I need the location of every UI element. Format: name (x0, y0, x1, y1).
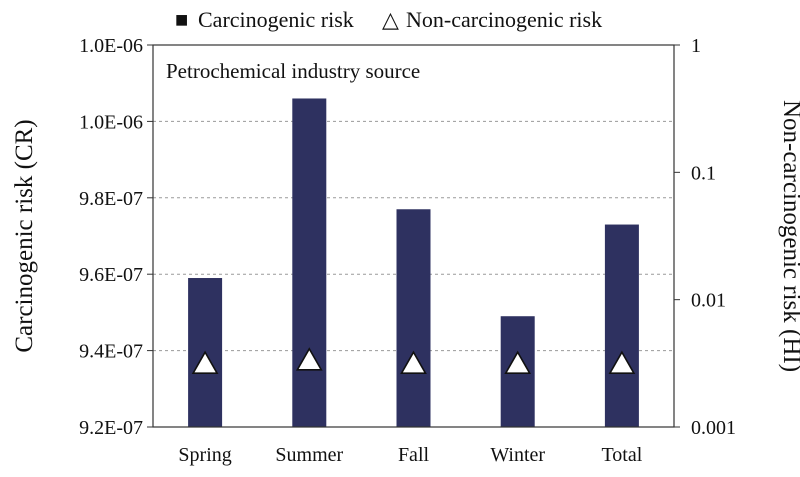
triangle-winter (504, 350, 532, 374)
legend: ■ Carcinogenic risk △ Non-carcinogenic r… (175, 7, 602, 32)
x-tick-label: Fall (398, 444, 430, 466)
left-axis-ticks: 9.2E-07 9.4E-07 9.6E-07 9.8E-07 1.0E-06 1.0E-… (79, 35, 153, 439)
left-tick-label: 9.2E-07 (79, 417, 143, 439)
left-tick-label: 1.0E-06 (79, 111, 143, 133)
x-tick-label: Summer (275, 444, 343, 466)
right-tick-label: 0.01 (691, 290, 726, 312)
right-tick-label: 0.001 (691, 417, 736, 439)
right-axis-ticks: 0.001 0.01 0.1 1 (674, 35, 736, 439)
plot-frame (152, 44, 675, 428)
x-tick-label: Winter (490, 444, 545, 466)
triangle-spring (191, 350, 219, 374)
bars (188, 98, 639, 427)
right-tick-label: 1 (691, 35, 701, 57)
bar-fall (396, 209, 431, 427)
left-tick-label: 9.8E-07 (79, 188, 143, 210)
right-axis-title: Non-carcinogenic risk (HI) (778, 100, 800, 372)
legend-bar-symbol: ■ (175, 7, 188, 32)
triangle-summer (295, 347, 323, 371)
bar-total (604, 224, 639, 427)
right-tick-label: 0.1 (691, 162, 716, 184)
bar-summer (292, 98, 327, 427)
x-tick-label: Spring (178, 444, 231, 466)
legend-noncarcinogenic-label: Non-carcinogenic risk (406, 7, 602, 32)
legend-carcinogenic-label: Carcinogenic risk (198, 7, 354, 32)
triangle-fall (400, 350, 427, 374)
legend-triangle-symbol: △ (382, 7, 399, 32)
x-axis-ticks: Spring Summer Fall Winter Total (178, 444, 642, 466)
x-tick-label: Total (601, 444, 642, 466)
chart-annotation: Petrochemical industry source (166, 59, 420, 83)
left-tick-label: 9.6E-07 (79, 264, 143, 286)
triangle-total (608, 350, 636, 374)
left-tick-label: 1.0E-06 (79, 35, 143, 57)
triangle-markers (191, 347, 636, 374)
left-tick-label: 9.4E-07 (79, 341, 143, 363)
left-axis-title: Carcinogenic risk (CR) (11, 119, 38, 352)
